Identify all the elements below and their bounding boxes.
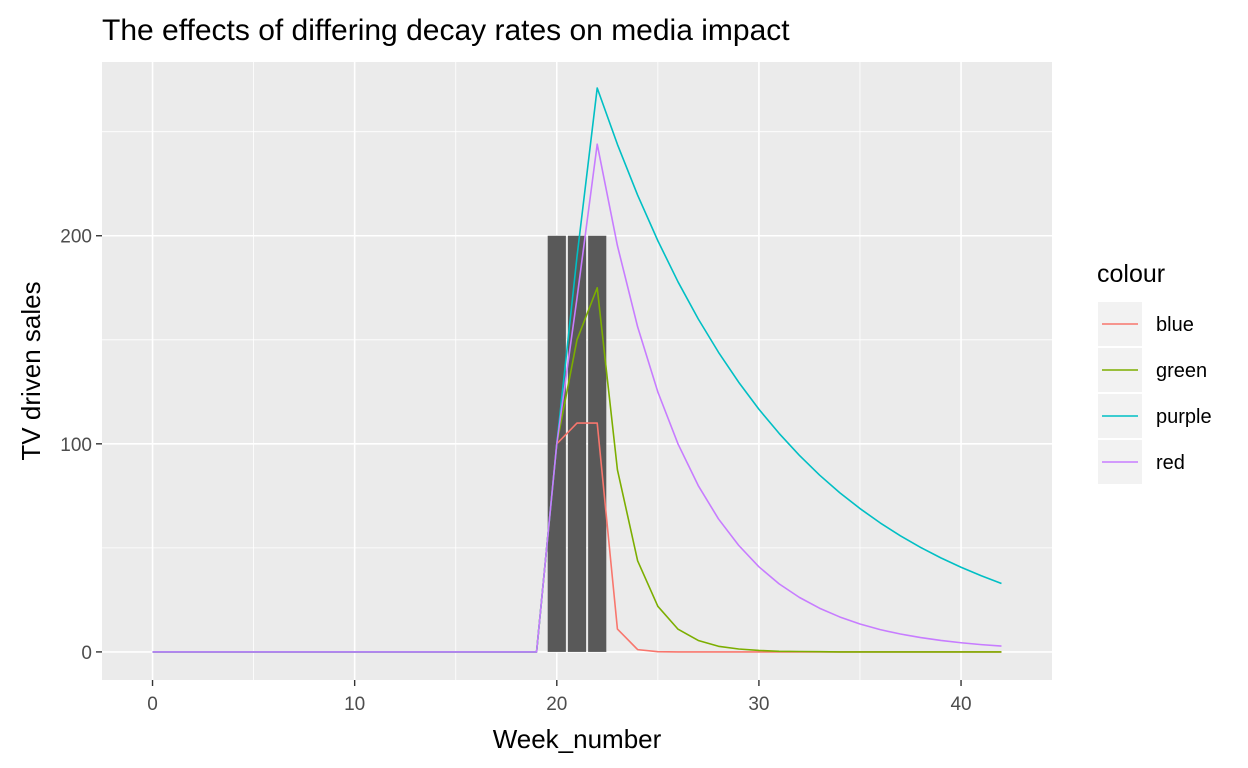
legend-title: colour	[1097, 260, 1165, 288]
x-tick-label: 30	[748, 694, 769, 715]
chart-title: The effects of differing decay rates on …	[102, 14, 790, 47]
y-tick-label: 200	[60, 227, 92, 248]
legend-label: green	[1156, 360, 1207, 382]
legend-label: purple	[1156, 406, 1212, 428]
series-line-purple	[152, 87, 1002, 653]
legend-label: red	[1156, 452, 1185, 474]
x-axis-title: Week_number	[493, 724, 662, 754]
y-axis-title: TV driven sales	[16, 281, 46, 460]
x-tick-label: 0	[147, 694, 158, 715]
y-tick-label: 0	[81, 643, 92, 664]
bar	[567, 235, 587, 652]
y-tick-label: 100	[60, 435, 92, 456]
legend: colour blue green purple red	[1097, 260, 1212, 484]
x-tick-label: 20	[546, 694, 567, 715]
y-axis-ticks: 0 100 200	[60, 227, 102, 664]
x-tick-label: 40	[950, 694, 971, 715]
x-axis-ticks: 0 10 20 30 40	[147, 680, 972, 715]
grid-minor	[102, 62, 1052, 680]
x-tick-label: 10	[344, 694, 365, 715]
series-lines	[152, 87, 1002, 653]
legend-label: blue	[1156, 314, 1194, 336]
bar	[588, 235, 607, 652]
series-line-red	[152, 143, 1002, 653]
series-line-green	[152, 286, 1002, 653]
